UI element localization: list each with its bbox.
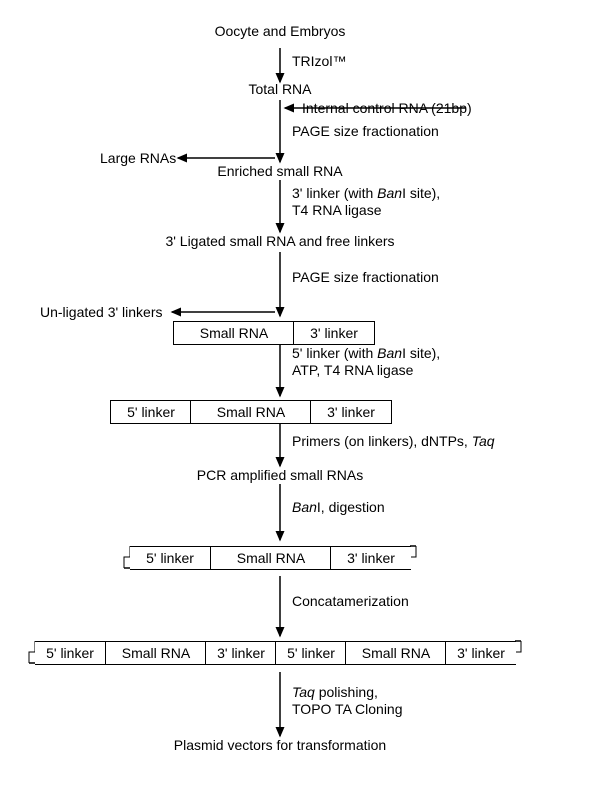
label-3: Internal control RNA (21bp) — [302, 101, 472, 116]
box-label: 3' linker — [310, 325, 358, 341]
label-16: BanI, digestion — [292, 500, 385, 515]
label-13: ATP, T4 RNA ligase — [292, 363, 413, 378]
box-3-linker: 3' linker — [310, 400, 392, 424]
box-3-linker: 3' linker — [445, 641, 516, 665]
box-small-rna: Small RNA — [105, 641, 207, 665]
label-9: 3' Ligated small RNA and free linkers — [165, 234, 394, 249]
label-15: PCR amplified small RNAs — [197, 468, 363, 483]
label-1: TRIzol™ — [292, 54, 346, 69]
box-small-rna: Small RNA — [173, 321, 295, 345]
box-label: 3' linker — [217, 645, 265, 661]
label-20: Plasmid vectors for transformation — [174, 738, 386, 753]
box-label: Small RNA — [122, 645, 190, 661]
label-11: Un-ligated 3' linkers — [40, 305, 163, 320]
box-5-linker: 5' linker — [35, 641, 106, 665]
box-3-linker: 3' linker — [205, 641, 277, 665]
box-label: Small RNA — [217, 404, 285, 420]
label-6: Enriched small RNA — [217, 164, 342, 179]
box-label: 3' linker — [347, 550, 395, 566]
arrow-layer — [0, 0, 600, 793]
label-8: T4 RNA ligase — [292, 203, 381, 218]
box-label: 3' linker — [457, 645, 505, 661]
box-label: Small RNA — [362, 645, 430, 661]
box-5-linker: 5' linker — [110, 400, 192, 424]
box-label: 3' linker — [327, 404, 375, 420]
label-0: Oocyte and Embryos — [215, 24, 346, 39]
flowchart-stage: Small RNA 3' linker 5' linker Small RNA 3' l… — [0, 0, 600, 793]
box-small-rna: Small RNA — [190, 400, 312, 424]
box-5-linker: 5' linker — [130, 546, 211, 570]
box-label: Small RNA — [200, 325, 268, 341]
box-label: 5' linker — [127, 404, 175, 420]
label-12: 5' linker (with BanI site), — [292, 346, 440, 361]
box-small-rna: Small RNA — [345, 641, 447, 665]
box-small-rna: Small RNA — [210, 546, 332, 570]
label-10: PAGE size fractionation — [292, 270, 439, 285]
box-label: 5' linker — [46, 645, 94, 661]
box-5-linker: 5' linker — [275, 641, 347, 665]
label-18: Taq polishing, — [292, 685, 378, 700]
box-3-linker: 3' linker — [330, 546, 411, 570]
label-19: TOPO TA Cloning — [292, 702, 403, 717]
label-5: Large RNAs — [100, 151, 176, 166]
box-3-linker: 3' linker — [293, 321, 375, 345]
box-label: Small RNA — [237, 550, 305, 566]
box-label: 5' linker — [287, 645, 335, 661]
label-2: Total RNA — [248, 82, 311, 97]
label-17: Concatamerization — [292, 594, 409, 609]
label-4: PAGE size fractionation — [292, 124, 439, 139]
label-7: 3' linker (with BanI site), — [292, 186, 440, 201]
box-label: 5' linker — [146, 550, 194, 566]
label-14: Primers (on linkers), dNTPs, Taq — [292, 434, 495, 449]
